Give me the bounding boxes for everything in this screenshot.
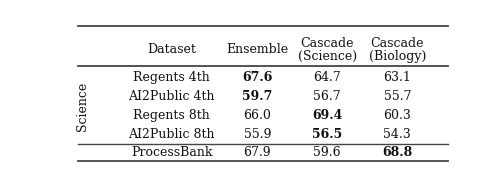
Text: (Biology): (Biology) bbox=[368, 50, 425, 63]
Text: Regents 8th: Regents 8th bbox=[133, 109, 209, 122]
Text: Ensemble: Ensemble bbox=[226, 43, 288, 56]
Text: 59.7: 59.7 bbox=[241, 90, 272, 103]
Text: 55.9: 55.9 bbox=[243, 128, 271, 141]
Text: AI2Public 4th: AI2Public 4th bbox=[128, 90, 214, 103]
Text: 64.7: 64.7 bbox=[313, 71, 341, 84]
Text: AI2Public 8th: AI2Public 8th bbox=[128, 128, 214, 141]
Text: 68.8: 68.8 bbox=[381, 146, 412, 159]
Text: 67.9: 67.9 bbox=[243, 146, 271, 159]
Text: 55.7: 55.7 bbox=[383, 90, 410, 103]
Text: (Science): (Science) bbox=[297, 50, 356, 63]
Text: 59.6: 59.6 bbox=[313, 146, 341, 159]
Text: Cascade: Cascade bbox=[300, 37, 353, 50]
Text: Cascade: Cascade bbox=[370, 37, 423, 50]
Text: Dataset: Dataset bbox=[147, 43, 196, 56]
Text: 56.5: 56.5 bbox=[312, 128, 342, 141]
Text: 67.6: 67.6 bbox=[241, 71, 272, 84]
Text: Regents 4th: Regents 4th bbox=[133, 71, 209, 84]
Text: 56.7: 56.7 bbox=[313, 90, 341, 103]
Text: 54.3: 54.3 bbox=[383, 128, 410, 141]
Text: 69.4: 69.4 bbox=[312, 109, 342, 122]
Text: ProcessBank: ProcessBank bbox=[131, 146, 212, 159]
Text: 60.3: 60.3 bbox=[383, 109, 410, 122]
Text: 66.0: 66.0 bbox=[243, 109, 271, 122]
Text: Science: Science bbox=[76, 82, 89, 131]
Text: 63.1: 63.1 bbox=[383, 71, 410, 84]
